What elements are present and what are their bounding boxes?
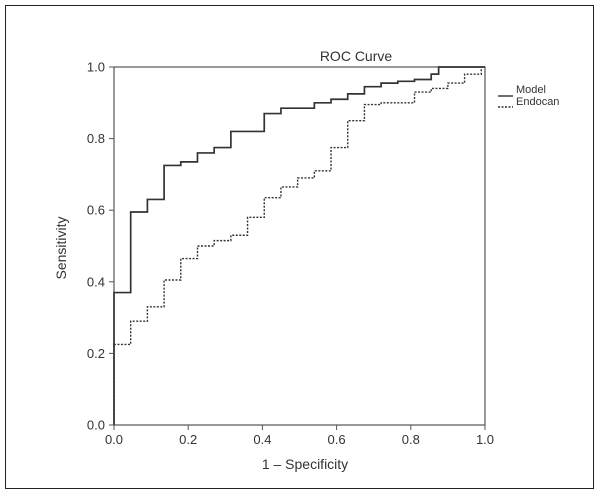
- chart-title: ROC Curve: [320, 48, 393, 64]
- series-line-model: [113, 66, 485, 425]
- series-line-endocan: [113, 67, 482, 425]
- x-tick-label: 0.0: [105, 432, 123, 447]
- plot-area-border: [113, 66, 486, 426]
- x-tick-label: 1.0: [476, 432, 494, 447]
- y-tick-label: 0.2: [87, 346, 105, 361]
- x-axis-ticks: 0.0 0.2 0.4 0.6 0.8 1.0: [105, 425, 494, 447]
- legend-label-endocan: Endocan: [516, 96, 559, 108]
- y-tick-label: 0.0: [87, 418, 105, 433]
- figure-frame: [5, 5, 594, 489]
- x-tick-label: 0.2: [179, 432, 197, 447]
- plot-layer: [113, 66, 486, 426]
- y-tick-label: 0.8: [87, 131, 105, 146]
- y-axis-label: Sensitivity: [53, 216, 69, 279]
- y-tick-label: 0.6: [87, 203, 105, 218]
- x-tick-label: 0.4: [253, 432, 271, 447]
- legend-label-model: Model: [516, 84, 546, 96]
- y-tick-label: 1.0: [87, 60, 105, 75]
- y-tick-label: 0.4: [87, 274, 105, 289]
- y-axis-ticks: 0.0 0.2 0.4 0.6 0.8 1.0: [87, 60, 114, 433]
- x-tick-label: 0.6: [328, 432, 346, 447]
- x-tick-label: 0.8: [402, 432, 420, 447]
- x-axis-label: 1 – Specificity: [262, 456, 348, 472]
